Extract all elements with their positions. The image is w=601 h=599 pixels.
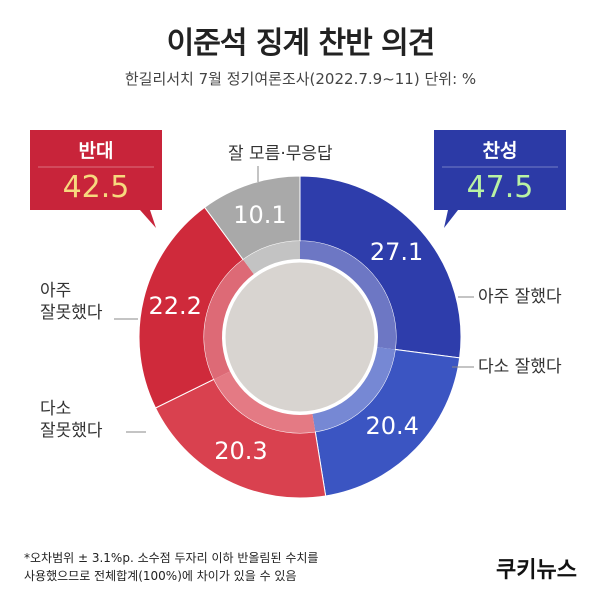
chart-subtitle: 한길리서치 7월 정기여론조사(2022.7.9~11) 단위: % bbox=[124, 70, 477, 88]
group-box bbox=[30, 130, 162, 210]
inner-ring bbox=[243, 241, 300, 275]
inner-ring bbox=[213, 371, 316, 433]
inner-ring bbox=[203, 259, 254, 380]
logo: 쿠키뉴스 bbox=[496, 558, 577, 583]
photo-placeholder bbox=[222, 259, 378, 415]
value-label: 20.4 bbox=[365, 412, 419, 441]
footnote: *오차범위 ± 3.1%p. 소수점 두자리 이하 반올림된 수치를 사용했으므… bbox=[24, 551, 319, 583]
category-label: 다소 잘못했다 bbox=[40, 399, 103, 441]
inner-ring bbox=[300, 241, 396, 350]
donut-segment bbox=[203, 175, 301, 261]
value-label: 10.1 bbox=[233, 200, 287, 229]
chart-title: 이준석 징계 찬반 의견 bbox=[166, 26, 436, 61]
box-tail bbox=[444, 210, 458, 228]
box-tail bbox=[140, 210, 156, 228]
category-label: 잘 모름·무응답 bbox=[228, 144, 333, 164]
group-name: 찬성 bbox=[482, 140, 518, 162]
value-label: 22.2 bbox=[148, 292, 202, 321]
inner-ring bbox=[312, 347, 396, 432]
group-value: 42.5 bbox=[62, 170, 130, 205]
group-name: 반대 bbox=[78, 140, 114, 162]
group-value: 47.5 bbox=[466, 170, 534, 205]
category-label: 아주 잘못했다 bbox=[40, 281, 103, 323]
value-label: 20.3 bbox=[214, 437, 268, 466]
category-label: 아주 잘했다 bbox=[478, 287, 562, 307]
group-box bbox=[434, 130, 566, 210]
category-label: 다소 잘했다 bbox=[478, 357, 562, 377]
value-label: 27.1 bbox=[369, 238, 424, 267]
